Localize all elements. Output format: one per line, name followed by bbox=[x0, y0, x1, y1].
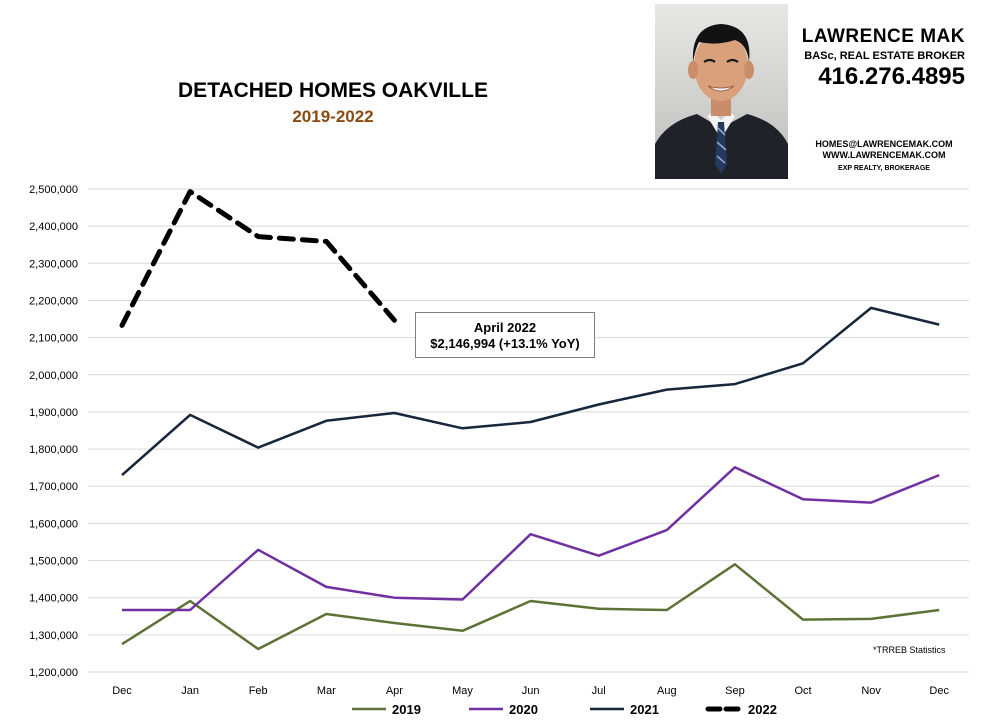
y-tick-label: 1,600,000 bbox=[29, 518, 78, 530]
x-tick-label: Aug bbox=[657, 685, 677, 697]
y-tick-label: 2,000,000 bbox=[29, 370, 78, 382]
y-axis-tick-labels: 1,200,000 1,300,000 1,400,000 1,500,000 1,60… bbox=[29, 184, 78, 679]
april-2022-callout: April 2022 $2,146,994 (+13.1% YoY) bbox=[415, 312, 595, 358]
y-tick-label: 1,700,000 bbox=[29, 481, 78, 493]
chart-subtitle: 2019-2022 bbox=[292, 107, 374, 126]
x-tick-label: Sep bbox=[725, 685, 745, 697]
series-lines bbox=[119, 189, 940, 651]
x-tick-label: Jan bbox=[181, 685, 199, 697]
x-tick-label: Dec bbox=[929, 685, 949, 697]
callout-value: $2,146,994 (+13.1% YoY) bbox=[430, 336, 580, 351]
y-tick-label: 2,300,000 bbox=[29, 258, 78, 270]
legend: 2019 2020 2021 2022 bbox=[352, 702, 777, 717]
y-tick-label: 2,100,000 bbox=[29, 333, 78, 345]
agent-credentials: BASc, REAL ESTATE BROKER bbox=[804, 50, 965, 62]
x-axis-tick-labels: Dec Jan Feb Mar Apr May Jun Jul Aug Sep Oct Nov Dec bbox=[112, 685, 949, 697]
agent-email: HOMES@LAWRENCEMAK.COM bbox=[815, 139, 953, 149]
agent-brokerage: EXP REALTY, BROKERAGE bbox=[838, 165, 930, 172]
agent-name: LAWRENCE MAK bbox=[801, 26, 965, 47]
gridlines bbox=[88, 188, 969, 673]
y-tick-label: 1,500,000 bbox=[29, 556, 78, 568]
series-line-2022 bbox=[119, 189, 397, 328]
agent-phone: 416.276.4895 bbox=[818, 63, 965, 90]
y-tick-label: 2,500,000 bbox=[29, 184, 78, 196]
legend-label-2021: 2021 bbox=[630, 702, 659, 717]
y-tick-label: 2,400,000 bbox=[29, 221, 78, 233]
x-tick-label: Dec bbox=[112, 685, 132, 697]
chart-title: DETACHED HOMES OAKVILLE bbox=[178, 79, 488, 102]
y-tick-label: 1,300,000 bbox=[29, 630, 78, 642]
series-line-2021 bbox=[121, 306, 940, 477]
legend-label-2019: 2019 bbox=[392, 702, 421, 717]
x-tick-label: Jun bbox=[522, 685, 540, 697]
callout-title: April 2022 bbox=[473, 320, 537, 335]
legend-label-2020: 2020 bbox=[509, 702, 538, 717]
x-tick-label: Nov bbox=[861, 685, 881, 697]
x-tick-label: Mar bbox=[317, 685, 336, 697]
y-tick-label: 1,400,000 bbox=[29, 593, 78, 605]
agent-website: WWW.LAWRENCEMAK.COM bbox=[822, 150, 946, 160]
x-tick-label: Feb bbox=[249, 685, 268, 697]
x-tick-label: May bbox=[452, 685, 473, 697]
source-note: *TRREB Statistics bbox=[873, 645, 946, 655]
y-tick-label: 1,900,000 bbox=[29, 407, 78, 419]
y-tick-label: 2,200,000 bbox=[29, 295, 78, 307]
series-line-2020 bbox=[122, 466, 940, 612]
x-tick-label: Jul bbox=[592, 685, 606, 697]
x-tick-label: Apr bbox=[386, 685, 403, 697]
agent-photo bbox=[655, 4, 788, 179]
x-tick-label: Oct bbox=[794, 685, 811, 697]
legend-label-2022: 2022 bbox=[748, 702, 777, 717]
y-tick-label: 1,800,000 bbox=[29, 444, 78, 456]
y-tick-label: 1,200,000 bbox=[29, 667, 78, 679]
series-line-2019 bbox=[121, 563, 940, 651]
